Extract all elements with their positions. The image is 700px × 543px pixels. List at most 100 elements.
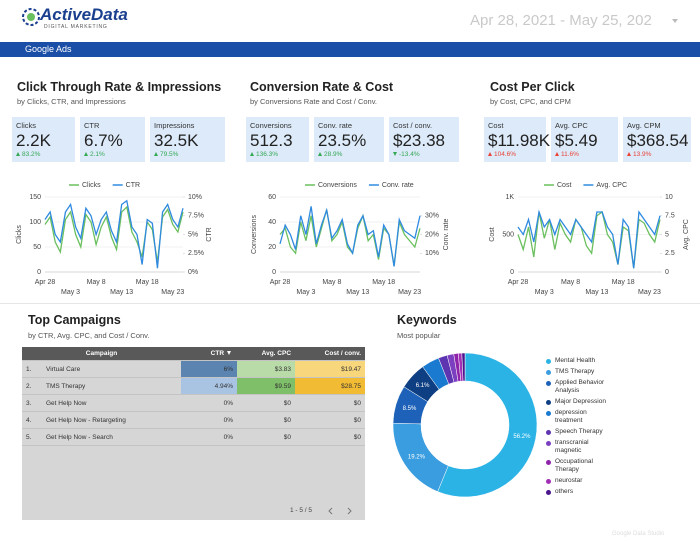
kpi-card: Impressions 32.5K 79.5%	[150, 117, 225, 162]
table-cell: 0%	[181, 394, 238, 412]
logo-subtitle: DIGITAL MARKETING	[44, 24, 108, 30]
header-cell: CTR	[181, 347, 238, 361]
y-tick-label: 50	[33, 244, 41, 251]
dropdown-arrow[interactable]	[672, 19, 678, 23]
table-cell: 0%	[181, 411, 238, 429]
kpi-value: 23.5%	[318, 131, 367, 150]
kpi-value: 32.5K	[154, 131, 199, 150]
table-cell: Virtual Care	[42, 360, 182, 378]
kpi-delta: 11.6%	[561, 151, 579, 158]
legend-item: neurostar	[546, 477, 626, 485]
pie-slice	[437, 352, 538, 498]
legend-item: Speech Therapy	[546, 428, 626, 436]
table-cell: $28.75	[295, 377, 366, 395]
y-tick-label: 60	[268, 194, 276, 201]
slice-label: 8.5%	[403, 406, 417, 412]
y-axis-title: Cost	[489, 227, 496, 241]
slice-label: 6.1%	[416, 383, 430, 389]
legend-dot	[546, 429, 551, 435]
kpi-card: Cost / conv. $23.38 -13.4%	[389, 117, 459, 162]
x-tick-label: May 8	[561, 279, 580, 286]
x-tick-label: Apr 28	[270, 279, 291, 286]
legend-label: Occupational Therapy	[555, 458, 593, 473]
legend-dot	[546, 478, 551, 484]
legend-dot	[546, 358, 551, 364]
legend-label: Applied Behavior Analysis	[555, 379, 605, 394]
table-cell: $0	[295, 428, 366, 446]
y2-tick-label: 5%	[188, 231, 198, 238]
x-tick-label: May 8	[322, 279, 341, 286]
y2-tick-label: 5	[665, 231, 669, 238]
table-cell: $0	[237, 411, 296, 429]
pie-legend: Mental Health TMS Therapy Applied Behavior…	[546, 357, 626, 499]
legend-dot	[546, 440, 551, 446]
kpi-delta: 28.9%	[324, 151, 343, 158]
legend-label: CTR	[126, 182, 140, 189]
y2-tick-label: 7.5%	[188, 213, 204, 220]
footer: Google Data Studio	[612, 531, 665, 537]
table-cell: Get Help Now - Retargeting	[42, 411, 182, 429]
date-range[interactable]: Apr 28, 2021 - May 25, 202	[470, 12, 652, 29]
logo: ActiveData	[40, 5, 128, 24]
x-tick-label: May 3	[296, 289, 315, 296]
kpi-delta: -13.4%	[399, 151, 420, 158]
kpi-value: $11.98K	[488, 131, 551, 150]
kpi-delta: 104.6%	[494, 151, 517, 158]
y2-axis-title: CTR	[206, 227, 213, 241]
kpi-card: CTR 6.7% 2.1%	[80, 117, 145, 162]
x-tick-label: May 3	[61, 289, 80, 296]
kpi-arrow	[318, 152, 322, 157]
table-panel: Campaign CTR Avg. CPC Cost / conv. 1. Virtual…	[22, 347, 366, 520]
section-title: Cost Per Click	[490, 80, 575, 94]
x-tick-label: May 18	[136, 279, 159, 286]
section-title: Conversion Rate & Cost	[250, 80, 394, 94]
y-tick-label: 0	[37, 269, 41, 276]
kpi-label: Conversions	[250, 121, 292, 130]
kpi-value: 6.7%	[84, 131, 123, 150]
legend-item: Occupational Therapy	[546, 458, 626, 474]
x-tick-label: May 3	[535, 289, 554, 296]
y2-tick-label: 10%	[188, 194, 202, 201]
y2-axis-title: Avg. CPC	[683, 219, 690, 250]
series-line	[44, 199, 184, 269]
y-axis-title: Conversions	[251, 215, 258, 254]
header-cell: Campaign	[22, 347, 182, 361]
x-tick-label: May 13	[110, 289, 133, 296]
y-tick-label: 0	[510, 269, 514, 276]
legend-item: transcranial magnetic	[546, 439, 626, 455]
pie-slice	[461, 352, 466, 382]
y2-axis-title: Conv. rate	[443, 219, 450, 251]
y2-tick-label: 10%	[425, 250, 439, 257]
y-tick-label: 20	[268, 244, 276, 251]
y-axis-title: Clicks	[16, 225, 23, 244]
x-tick-label: May 23	[161, 289, 184, 296]
kpi-card: Conv. rate 23.5% 28.9%	[314, 117, 384, 162]
kpi-arrow	[627, 152, 631, 157]
table-row: 5. Get Help Now - Search 0% $0 $0	[22, 428, 366, 446]
legend-label: TMS Therapy	[555, 368, 595, 375]
divider	[0, 303, 700, 304]
sort-arrow	[227, 351, 232, 356]
legend-label: Cost	[557, 182, 571, 189]
series-line	[279, 206, 421, 267]
y2-tick-label: 20%	[425, 231, 439, 238]
kpi-delta-row: 28.9%	[318, 151, 342, 158]
table-cell: $0	[295, 394, 366, 412]
kpi-label: Avg. CPC	[555, 121, 588, 130]
table-cell: Get Help Now - Search	[42, 428, 182, 446]
tab-label[interactable]: Google Ads	[25, 44, 72, 54]
header-row: Campaign CTR Avg. CPC Cost / conv.	[22, 347, 366, 361]
y2-tick-label: 7.5	[665, 213, 675, 220]
kpi-label: Clicks	[16, 121, 36, 130]
kpi-delta: 83.2%	[22, 151, 41, 158]
logo-icon	[22, 8, 40, 26]
kpi-delta: 2.1%	[90, 151, 105, 158]
kpi-delta-row: 136.3%	[250, 151, 278, 158]
pagination-arrows[interactable]	[326, 506, 356, 516]
legend-dot	[546, 399, 551, 405]
kpi-arrow	[16, 152, 20, 157]
table-cell: $3.83	[237, 360, 296, 378]
campaigns-subtitle: by CTR, Avg. CPC, and Cost / Conv.	[28, 331, 150, 340]
legend-label: Major Depression	[555, 398, 606, 405]
